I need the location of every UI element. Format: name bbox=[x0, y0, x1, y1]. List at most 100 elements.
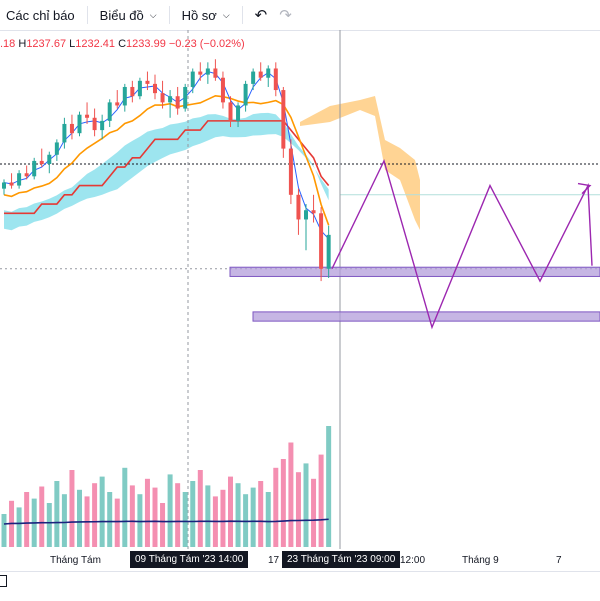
indicators-button[interactable]: Các chỉ báo bbox=[0, 0, 81, 30]
cloud-bull bbox=[4, 112, 329, 231]
volume-bar bbox=[69, 470, 75, 547]
cloud-bear bbox=[300, 96, 420, 230]
volume-bar bbox=[318, 454, 324, 547]
candle-body bbox=[288, 148, 293, 195]
undo-button[interactable]: ↶ bbox=[249, 0, 274, 30]
chevron-down-icon: ⌵ bbox=[222, 9, 230, 20]
redo-button[interactable]: ↷ bbox=[273, 0, 298, 30]
candle-body bbox=[258, 71, 263, 78]
volume-bar bbox=[250, 487, 256, 547]
volume-bar bbox=[1, 514, 7, 547]
volume-bar bbox=[280, 459, 286, 547]
volume-bar bbox=[228, 476, 233, 547]
volume-bar bbox=[288, 442, 294, 547]
projection-arrowhead bbox=[577, 182, 592, 195]
candle-body bbox=[145, 80, 150, 84]
close-value: 1233.99 bbox=[126, 38, 166, 50]
toolbar-divider bbox=[241, 6, 243, 24]
kijun-line bbox=[4, 120, 330, 215]
candle-body bbox=[175, 96, 180, 109]
volume-bar bbox=[39, 486, 45, 547]
volume-bar bbox=[182, 492, 188, 547]
profile-menu-button[interactable]: Hồ sơ ⌵ bbox=[176, 0, 236, 30]
crosshair-time-label: 23 Tháng Tám '23 09:00 bbox=[282, 551, 401, 568]
volume-bar bbox=[122, 467, 128, 547]
x-tick-label: Tháng Tám bbox=[50, 555, 101, 566]
volume-bar bbox=[129, 485, 135, 547]
chart-guides bbox=[0, 30, 600, 549]
candle-body bbox=[17, 173, 22, 186]
candle-body bbox=[47, 154, 52, 164]
candle-body bbox=[69, 123, 74, 134]
ohlc-legend: .18 H1237.67 L1232.41 C1233.99 −0.23 (−0… bbox=[0, 38, 245, 50]
x-tick-label: 7 bbox=[556, 555, 562, 566]
projection-line bbox=[331, 158, 593, 330]
candle-body bbox=[9, 182, 14, 186]
tenkan-line bbox=[3, 94, 330, 226]
candle-body bbox=[236, 105, 241, 121]
volume-bar bbox=[220, 489, 226, 547]
undo-icon: ↶ bbox=[254, 7, 268, 24]
candle-body bbox=[228, 102, 233, 121]
volume-bar bbox=[16, 507, 22, 547]
profile-menu-label: Hồ sơ bbox=[181, 7, 217, 23]
price-chart[interactable] bbox=[0, 30, 600, 549]
candle-body bbox=[160, 93, 165, 103]
candle-body bbox=[92, 117, 97, 131]
candle-body bbox=[273, 68, 278, 91]
candle-body bbox=[32, 160, 37, 177]
toolbar-divider bbox=[86, 6, 88, 24]
volume-bar bbox=[258, 481, 264, 547]
high-value: 1237.67 bbox=[26, 38, 67, 50]
candle-body bbox=[205, 68, 210, 75]
volume-bar bbox=[144, 478, 150, 547]
candle-body bbox=[190, 71, 195, 87]
volume-bar bbox=[137, 494, 143, 547]
volume-bar bbox=[54, 481, 60, 547]
indicators-label: Các chỉ báo bbox=[6, 7, 75, 23]
volume-bar bbox=[303, 463, 309, 547]
close-key: C bbox=[118, 38, 127, 50]
candle-body bbox=[220, 77, 225, 103]
open-value: .18 bbox=[0, 38, 16, 50]
support-zones bbox=[229, 266, 600, 322]
x-tick-label: Tháng 9 bbox=[462, 555, 499, 566]
candle-body bbox=[54, 142, 59, 155]
volume-bar bbox=[92, 483, 98, 547]
volume-bar bbox=[46, 503, 52, 547]
low-value: 1232.41 bbox=[75, 38, 116, 50]
projection-path bbox=[331, 158, 593, 330]
volume-bar bbox=[190, 481, 196, 547]
candle-body bbox=[281, 90, 286, 149]
candle-body bbox=[100, 120, 105, 131]
candle-body bbox=[24, 173, 29, 177]
candle-body bbox=[107, 102, 112, 121]
high-key: H bbox=[18, 38, 27, 50]
candle-body bbox=[77, 114, 82, 134]
volume-bar bbox=[167, 474, 173, 547]
volume-bar bbox=[273, 467, 279, 547]
candle-body bbox=[296, 194, 301, 220]
volume-bar bbox=[235, 483, 241, 547]
toolbar-divider bbox=[168, 6, 170, 24]
support-zone bbox=[252, 311, 600, 322]
volume-bar bbox=[265, 492, 271, 547]
volume-bar bbox=[107, 492, 113, 547]
ichimoku-cloud bbox=[4, 96, 420, 231]
candle-body bbox=[311, 210, 316, 214]
volume-bar bbox=[175, 483, 181, 547]
volume-bar bbox=[114, 498, 120, 547]
calendar-icon[interactable] bbox=[0, 575, 7, 587]
top-toolbar: Các chỉ báo Biểu đồ ⌵ Hồ sơ ⌵ ↶ ↷ bbox=[0, 0, 600, 31]
candle-body bbox=[2, 182, 6, 189]
candle-body bbox=[137, 80, 142, 97]
candle-body bbox=[213, 68, 218, 78]
candle-body bbox=[39, 160, 44, 164]
volume-bar bbox=[99, 476, 105, 547]
chart-menu-button[interactable]: Biểu đồ ⌵ bbox=[94, 0, 163, 30]
candle-body bbox=[266, 68, 271, 78]
candle-body bbox=[198, 71, 203, 75]
volume-bar bbox=[160, 503, 166, 547]
crosshair-time-label: 09 Tháng Tám '23 14:00 bbox=[130, 551, 249, 568]
candles bbox=[2, 59, 331, 282]
